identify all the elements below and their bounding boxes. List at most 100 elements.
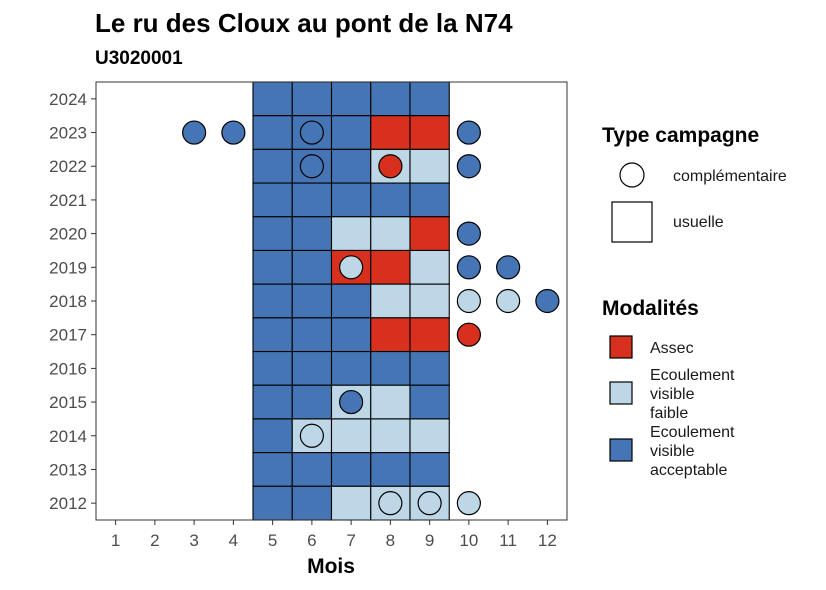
cell-2021-6: [291, 182, 333, 218]
legend-label-usuelle: usuelle: [673, 214, 724, 231]
cell-2021-5: [252, 182, 293, 218]
point-2020-10: [456, 221, 481, 246]
point-2023-6: [299, 120, 324, 145]
y-tick-label: 2024: [49, 90, 87, 109]
x-tick-label: 12: [538, 531, 557, 550]
point-2018-11: [496, 288, 521, 314]
x-axis-title: Mois: [307, 555, 355, 578]
point-2018-12: [535, 288, 560, 314]
x-tick-label: 6: [307, 531, 316, 550]
x-tick-label: 9: [425, 531, 434, 550]
cell-2020-5: [252, 216, 293, 252]
point-2012-10: [456, 491, 481, 516]
cell-2015-8: [370, 384, 411, 420]
point-2019-11: [496, 255, 521, 280]
chart-title: Le ru des Cloux au pont de la N74: [95, 8, 513, 38]
point-2022-10: [456, 154, 481, 179]
cell-2022-7: [330, 148, 372, 184]
legend-type-title: Type campagne: [602, 124, 759, 147]
chart-subtitle: U3020001: [95, 48, 183, 69]
x-tick-label: 4: [229, 531, 238, 550]
y-tick-label: 2018: [49, 292, 87, 311]
cell-2019-8: [370, 249, 411, 285]
point-2015-7: [339, 389, 364, 415]
cell-2024-9: [409, 81, 450, 117]
cell-2017-7: [330, 317, 372, 353]
cell-2016-5: [252, 350, 293, 386]
y-tick-label: 2020: [49, 225, 87, 244]
cell-2020-7: [330, 216, 372, 252]
cell-2023-8: [370, 115, 411, 150]
point-2017-10: [456, 322, 481, 347]
point-2022-8: [378, 154, 403, 179]
y-tick-label: 2014: [49, 427, 87, 446]
y-tick-label: 2021: [49, 191, 87, 210]
point-2018-10: [456, 288, 481, 314]
point-2023-3: [182, 120, 207, 145]
legend-type-campagne: Type campagne complémentaire usuelle: [602, 124, 787, 243]
cell-2012-6: [291, 485, 333, 521]
cell-2016-8: [370, 350, 411, 386]
cell-2017-6: [291, 317, 333, 353]
cell-2024-7: [330, 81, 372, 117]
cell-2013-5: [252, 452, 293, 487]
cell-2017-8: [370, 317, 411, 353]
legend-key-faible: [609, 381, 633, 405]
x-tick-label: 11: [499, 531, 517, 550]
cell-2014-5: [252, 418, 293, 454]
cell-2020-9: [409, 216, 450, 252]
y-tick-label: 2023: [49, 124, 87, 143]
cell-2013-7: [330, 452, 372, 487]
legend-modalites-title: Modalités: [602, 297, 699, 320]
cell-2015-9: [409, 384, 450, 420]
cell-2023-7: [330, 115, 372, 150]
cell-2018-7: [330, 283, 372, 319]
point-2023-10: [456, 120, 481, 145]
cell-2020-6: [291, 216, 333, 252]
y-axis: 2012 2013 2014 2015 2016 2017 2018 2019 2020 2021…: [49, 90, 96, 513]
point-2019-10: [456, 255, 481, 280]
y-tick-label: 2019: [49, 258, 87, 277]
cell-2014-8: [370, 418, 411, 454]
cell-2024-8: [370, 81, 411, 117]
cell-2018-5: [252, 283, 293, 319]
cell-2017-5: [252, 317, 293, 353]
y-tick-label: 2022: [49, 157, 87, 176]
cell-2018-6: [291, 283, 333, 319]
cell-2018-8: [370, 283, 411, 319]
point-2012-9: [417, 491, 442, 516]
cell-2018-9: [409, 283, 450, 319]
x-tick-label: 3: [189, 531, 198, 550]
cell-2023-9: [409, 115, 450, 150]
cell-2016-9: [409, 350, 450, 386]
y-tick-label: 2013: [49, 460, 87, 479]
legend-label-acceptable: acceptable: [650, 462, 727, 479]
legend-label-acceptable: Ecoulement: [650, 424, 735, 441]
cell-2020-8: [370, 216, 411, 252]
complementaire-points: [182, 120, 560, 516]
legend-key-assec: [609, 335, 633, 359]
x-tick-label: 1: [111, 531, 120, 550]
legend-key-acceptable: [609, 438, 633, 462]
cell-2012-7: [330, 485, 372, 521]
point-2012-8: [378, 491, 403, 516]
x-tick-label: 7: [346, 531, 355, 550]
cell-2021-7: [330, 182, 372, 218]
cell-2013-9: [409, 452, 450, 487]
x-tick-label: 8: [386, 531, 395, 550]
y-tick-label: 2012: [49, 494, 87, 513]
cell-2014-7: [330, 418, 372, 454]
point-2022-6: [299, 154, 324, 179]
cell-2024-5: [252, 81, 293, 117]
usuelle-cells: [252, 81, 450, 521]
cell-2014-9: [409, 418, 450, 454]
cell-2022-5: [252, 148, 293, 184]
cell-2016-6: [291, 350, 333, 386]
y-tick-label: 2015: [49, 393, 87, 412]
legend-label-faible: faible: [650, 405, 688, 422]
cell-2019-5: [252, 249, 293, 285]
x-axis: 1 2 3 4 5 6 7 8 9 10 11 12: [111, 520, 557, 550]
cell-2024-6: [291, 81, 333, 117]
x-tick-label: 2: [150, 531, 159, 550]
